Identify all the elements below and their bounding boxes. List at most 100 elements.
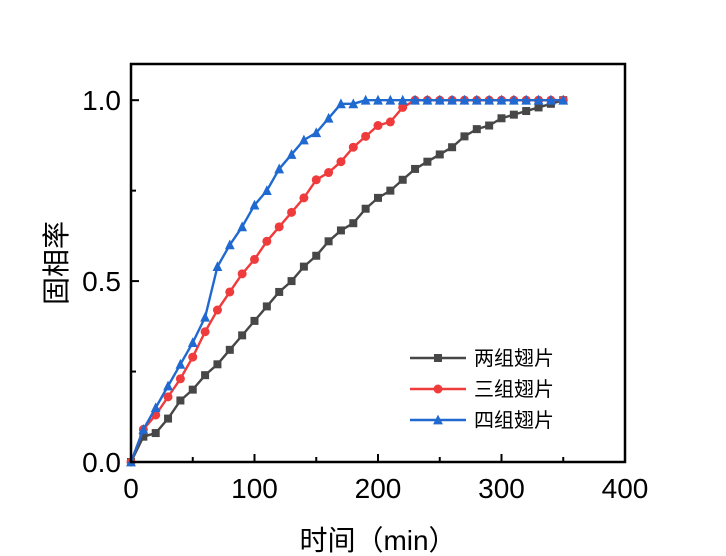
data-point xyxy=(225,287,235,297)
data-point xyxy=(521,94,532,105)
data-point xyxy=(250,254,259,264)
data-point xyxy=(433,414,443,425)
data-point xyxy=(287,277,296,286)
data-point xyxy=(385,94,396,105)
legend-item: 三组翅片 xyxy=(410,378,554,401)
data-point xyxy=(275,287,284,296)
data-point xyxy=(460,132,469,141)
data-point xyxy=(150,402,161,413)
data-point xyxy=(274,222,284,232)
data-point xyxy=(448,143,457,152)
data-point xyxy=(249,199,260,210)
data-point xyxy=(496,94,507,105)
data-point xyxy=(164,414,173,423)
data-point xyxy=(187,337,198,347)
data-point xyxy=(151,429,160,438)
data-point xyxy=(508,94,519,105)
data-point xyxy=(237,221,248,232)
data-point xyxy=(349,219,358,228)
legend-item: 两组翅片 xyxy=(410,347,554,370)
data-point xyxy=(348,142,358,152)
data-point xyxy=(398,175,407,184)
data-point xyxy=(238,331,247,340)
data-point xyxy=(447,94,457,105)
data-point xyxy=(434,94,445,105)
data-point xyxy=(435,150,444,159)
x-tick-label: 300 xyxy=(478,473,525,504)
data-point xyxy=(336,157,346,167)
data-point xyxy=(324,237,333,246)
data-point xyxy=(163,392,173,402)
data-point xyxy=(485,121,494,130)
data-point xyxy=(386,186,395,195)
data-point xyxy=(175,358,186,369)
data-point xyxy=(323,112,334,123)
data-point xyxy=(138,424,149,434)
x-tick-label: 200 xyxy=(355,473,402,504)
x-tick-label: 400 xyxy=(602,473,649,504)
data-point xyxy=(361,131,371,141)
data-point xyxy=(533,94,544,105)
data-point xyxy=(336,98,346,109)
x-axis-title: 时间（min） xyxy=(299,525,456,556)
data-point xyxy=(374,193,382,202)
data-point xyxy=(459,94,470,105)
data-point xyxy=(212,305,222,315)
data-point xyxy=(176,396,185,405)
legend-item: 四组翅片 xyxy=(410,409,554,432)
legend-label: 四组翅片 xyxy=(474,409,554,432)
data-point xyxy=(261,185,272,196)
data-point xyxy=(484,94,495,105)
data-point xyxy=(286,149,297,159)
series-3 xyxy=(126,94,569,467)
data-point xyxy=(225,345,234,354)
data-point xyxy=(262,236,272,246)
data-point xyxy=(311,175,321,185)
axes-layer: 0 100 200 300 400 0.0 0.5 1.0 xyxy=(82,85,648,504)
data-point xyxy=(398,102,408,112)
data-point xyxy=(213,360,222,369)
data-point xyxy=(423,157,432,166)
data-point xyxy=(200,327,210,337)
data-point xyxy=(324,168,334,178)
data-point xyxy=(397,94,408,105)
x-tick-label: 0 xyxy=(123,473,139,504)
data-point xyxy=(348,98,359,109)
series-layer xyxy=(126,94,569,467)
data-point xyxy=(433,384,443,394)
data-point xyxy=(311,127,322,138)
data-point xyxy=(299,262,308,271)
data-point xyxy=(497,114,506,123)
legend-label: 三组翅片 xyxy=(474,378,554,401)
data-point xyxy=(299,193,309,203)
data-point xyxy=(139,432,148,441)
data-point xyxy=(471,94,482,105)
data-point xyxy=(188,352,198,362)
data-point xyxy=(509,110,518,119)
data-point xyxy=(274,163,285,174)
data-point xyxy=(200,311,210,322)
data-point xyxy=(262,302,271,311)
legend-label: 两组翅片 xyxy=(474,347,554,370)
data-point xyxy=(299,134,309,145)
series-line xyxy=(129,98,564,463)
y-tick-label: 1.0 xyxy=(82,85,121,116)
data-point xyxy=(434,354,442,362)
data-point xyxy=(175,374,185,384)
data-point xyxy=(237,269,247,279)
data-point xyxy=(558,94,569,105)
data-point xyxy=(546,94,556,105)
data-point xyxy=(522,107,531,116)
data-point xyxy=(534,103,543,112)
data-point xyxy=(373,121,383,131)
data-point xyxy=(411,164,420,173)
data-point xyxy=(188,385,197,394)
data-point xyxy=(373,94,383,105)
data-point xyxy=(472,125,481,134)
data-point xyxy=(410,94,420,105)
data-point xyxy=(287,207,297,217)
data-point xyxy=(250,316,259,325)
y-tick-label: 0.5 xyxy=(82,266,121,297)
